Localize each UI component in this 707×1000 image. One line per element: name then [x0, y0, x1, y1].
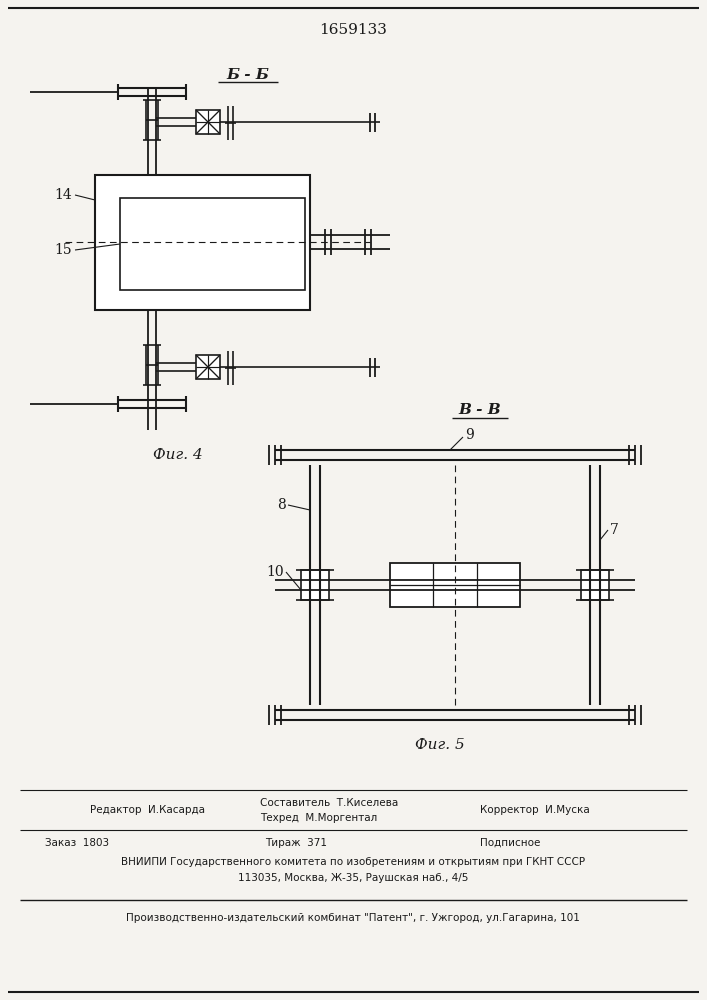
Bar: [390, 563, 520, 607]
Text: 8: 8: [277, 498, 286, 512]
Text: Редактор  И.Касарда: Редактор И.Касарда: [90, 805, 205, 815]
Text: 7: 7: [610, 523, 619, 537]
Text: 9: 9: [465, 428, 474, 442]
Bar: [301, 570, 329, 600]
Bar: [581, 570, 609, 600]
Text: 1659133: 1659133: [319, 23, 387, 37]
Text: Фиг. 5: Фиг. 5: [415, 738, 465, 752]
Text: Составитель  Т.Киселева: Составитель Т.Киселева: [260, 798, 398, 808]
Text: Тираж  371: Тираж 371: [265, 838, 327, 848]
Text: Б - Б: Б - Б: [226, 68, 269, 82]
Text: Производственно-издательский комбинат "Патент", г. Ужгород, ул.Гагарина, 101: Производственно-издательский комбинат "П…: [126, 913, 580, 923]
Text: Подписное: Подписное: [480, 838, 540, 848]
Text: 10: 10: [267, 565, 284, 579]
Bar: [196, 355, 220, 379]
Text: 14: 14: [54, 188, 72, 202]
Bar: [120, 198, 305, 290]
Text: Заказ  1803: Заказ 1803: [45, 838, 109, 848]
Text: 113035, Москва, Ж-35, Раушская наб., 4/5: 113035, Москва, Ж-35, Раушская наб., 4/5: [238, 873, 468, 883]
Text: Техред  М.Моргентал: Техред М.Моргентал: [260, 813, 378, 823]
Text: 15: 15: [54, 243, 72, 257]
Text: ВНИИПИ Государственного комитета по изобретениям и открытиям при ГКНТ СССР: ВНИИПИ Государственного комитета по изоб…: [121, 857, 585, 867]
Text: Корректор  И.Муска: Корректор И.Муска: [480, 805, 590, 815]
Text: Фиг. 4: Фиг. 4: [153, 448, 203, 462]
Bar: [196, 110, 220, 134]
Bar: [95, 175, 310, 310]
Text: В - В: В - В: [459, 403, 501, 417]
